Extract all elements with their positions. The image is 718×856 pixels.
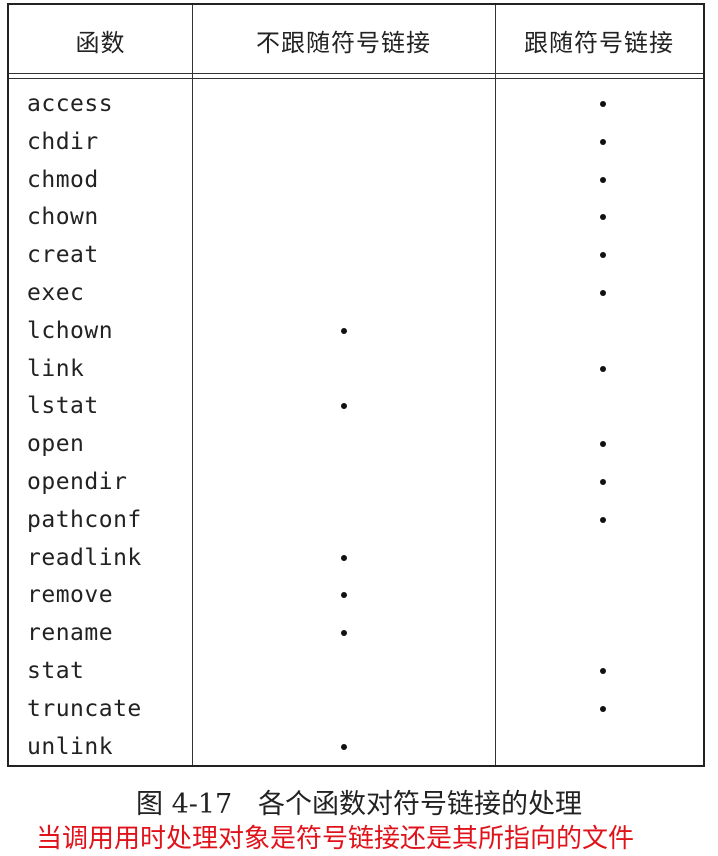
table-row: chown — [9, 199, 703, 237]
function-name: open — [27, 431, 85, 458]
function-name: chmod — [27, 166, 99, 193]
follow-dot-icon — [600, 516, 606, 523]
header-no-follow: 不跟随符号链接 — [256, 28, 431, 57]
follow-dot-icon — [600, 365, 606, 372]
table-row: remove — [9, 577, 703, 615]
function-name: exec — [27, 279, 85, 306]
function-name: link — [27, 355, 85, 382]
follow-dot-icon — [600, 289, 606, 296]
table-header-row: 函数 不跟随符号链接 跟随符号链接 — [9, 5, 703, 75]
table-row: readlink — [9, 540, 703, 578]
table-body: access chdir chmod chown creat exec lchown link… — [9, 86, 703, 766]
follow-dot-icon — [600, 214, 606, 221]
table-row: pathconf — [9, 502, 703, 540]
function-name: opendir — [27, 468, 128, 495]
function-name: chown — [27, 204, 99, 231]
table-row: unlink — [9, 729, 703, 767]
follow-dot-icon — [600, 101, 606, 107]
table-row: stat — [9, 653, 703, 691]
header-follow: 跟随符号链接 — [524, 28, 674, 57]
table-row: chmod — [9, 162, 703, 200]
follow-dot-icon — [600, 138, 606, 145]
function-name: access — [27, 91, 114, 117]
no-follow-dot-icon — [341, 630, 347, 637]
table-row: lstat — [9, 388, 703, 426]
table-row: opendir — [9, 464, 703, 502]
table-row: truncate — [9, 691, 703, 729]
follow-dot-icon — [600, 705, 606, 712]
table-row: link — [9, 351, 703, 389]
no-follow-dot-icon — [341, 743, 347, 750]
function-name: rename — [27, 620, 114, 647]
function-name: creat — [27, 242, 99, 269]
function-name: lchown — [27, 317, 114, 344]
follow-dot-icon — [600, 441, 606, 448]
table-row: exec — [9, 275, 703, 313]
function-name: lstat — [27, 393, 99, 420]
follow-dot-icon — [600, 478, 606, 485]
column-divider-2 — [495, 5, 496, 765]
function-name: readlink — [27, 544, 142, 571]
function-name: stat — [27, 657, 85, 684]
function-name: pathconf — [27, 506, 142, 533]
function-name: truncate — [27, 695, 142, 722]
no-follow-dot-icon — [341, 327, 347, 334]
follow-dot-icon — [600, 667, 606, 674]
header-function: 函数 — [75, 28, 126, 57]
table-row: creat — [9, 237, 703, 275]
table-row: lchown — [9, 313, 703, 351]
function-symlink-table: 函数 不跟随符号链接 跟随符号链接 access chdir chmod chown c… — [7, 3, 705, 767]
function-name: chdir — [27, 128, 99, 155]
function-name: unlink — [27, 733, 114, 760]
annotation-note: 当调用用时处理对象是符号链接还是其所指向的文件 — [36, 824, 635, 854]
follow-dot-icon — [600, 176, 606, 183]
header-rule-lower — [9, 78, 703, 79]
function-name: remove — [27, 582, 114, 609]
table-row: chdir — [9, 124, 703, 162]
header-rule-upper — [9, 73, 703, 74]
no-follow-dot-icon — [341, 592, 347, 599]
follow-dot-icon — [600, 252, 606, 259]
table-row: access — [9, 86, 703, 124]
table-row: rename — [9, 615, 703, 653]
table-row: open — [9, 426, 703, 464]
no-follow-dot-icon — [341, 554, 347, 561]
no-follow-dot-icon — [341, 403, 347, 410]
column-divider-1 — [192, 5, 193, 765]
figure-caption: 图 4-17 各个函数对符号链接的处理 — [136, 789, 582, 820]
